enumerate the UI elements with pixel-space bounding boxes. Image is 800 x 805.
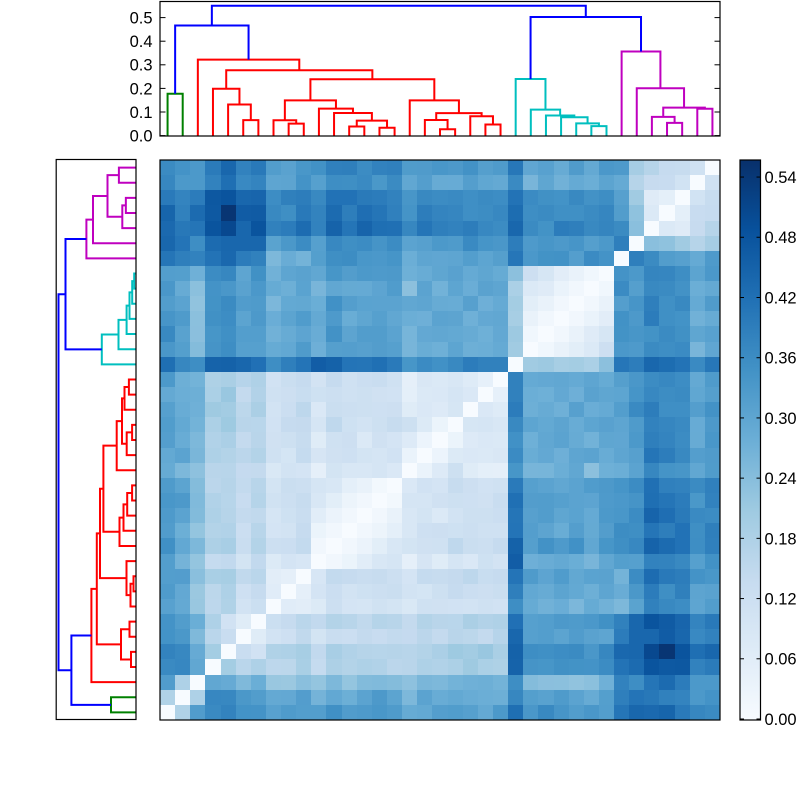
svg-text:0.00: 0.00 (765, 711, 797, 729)
svg-text:0.54: 0.54 (765, 169, 797, 187)
svg-text:0.36: 0.36 (765, 350, 797, 368)
svg-text:0.5: 0.5 (130, 10, 153, 28)
svg-text:0.12: 0.12 (765, 591, 797, 609)
svg-text:0.48: 0.48 (765, 229, 797, 247)
svg-text:0.42: 0.42 (765, 289, 797, 307)
svg-text:0.24: 0.24 (765, 470, 797, 488)
svg-text:0.30: 0.30 (765, 410, 797, 428)
svg-text:0.0: 0.0 (130, 128, 153, 146)
svg-text:0.4: 0.4 (130, 33, 153, 51)
svg-text:0.2: 0.2 (130, 80, 153, 98)
svg-text:0.1: 0.1 (130, 104, 153, 122)
svg-text:0.18: 0.18 (765, 530, 797, 548)
svg-text:0.3: 0.3 (130, 57, 153, 75)
svg-text:0.06: 0.06 (765, 651, 797, 669)
